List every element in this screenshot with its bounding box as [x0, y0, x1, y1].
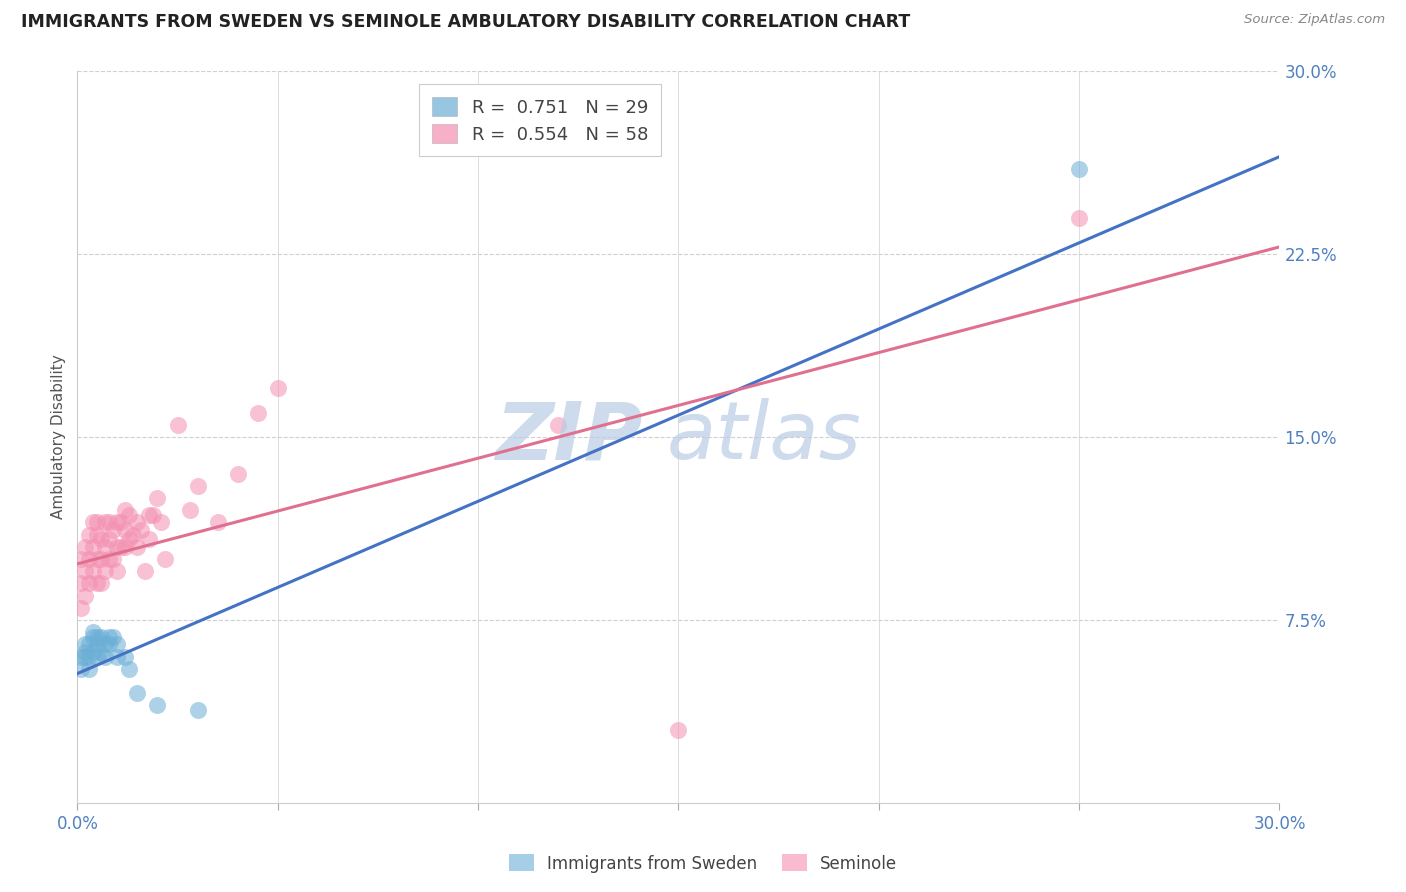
Point	[90, 576, 112, 591]
Point	[103, 552, 125, 566]
Point	[98, 552, 121, 566]
Point	[207, 516, 229, 530]
Point	[86, 649, 108, 664]
Point	[134, 564, 156, 578]
Point	[668, 723, 690, 737]
Point	[94, 649, 117, 664]
Point	[127, 540, 149, 554]
Point	[226, 467, 249, 481]
Point	[75, 589, 97, 603]
Point	[114, 540, 136, 554]
Point	[118, 533, 141, 547]
Legend: R =  0.751   N = 29, R =  0.554   N = 58: R = 0.751 N = 29, R = 0.554 N = 58	[419, 84, 661, 156]
Point	[82, 564, 104, 578]
Point	[79, 662, 101, 676]
Text: Source: ZipAtlas.com: Source: ZipAtlas.com	[1244, 13, 1385, 27]
Text: ZIP: ZIP	[495, 398, 643, 476]
Point	[146, 698, 169, 713]
Point	[267, 381, 290, 395]
Point	[82, 630, 104, 644]
Point	[98, 533, 121, 547]
Point	[186, 479, 209, 493]
Point	[1069, 161, 1091, 176]
Point	[150, 516, 173, 530]
Point	[79, 576, 101, 591]
Point	[79, 637, 101, 651]
Point	[86, 552, 108, 566]
Point	[82, 645, 104, 659]
Point	[82, 516, 104, 530]
Point	[90, 645, 112, 659]
Point	[107, 516, 129, 530]
Point	[75, 637, 97, 651]
Point	[146, 491, 169, 505]
Point	[118, 662, 141, 676]
Point	[114, 503, 136, 517]
Point	[110, 540, 132, 554]
Point	[86, 576, 108, 591]
Point	[155, 552, 177, 566]
Point	[179, 503, 201, 517]
Point	[138, 508, 160, 522]
Point	[107, 649, 129, 664]
Point	[79, 649, 101, 664]
Text: IMMIGRANTS FROM SWEDEN VS SEMINOLE AMBULATORY DISABILITY CORRELATION CHART: IMMIGRANTS FROM SWEDEN VS SEMINOLE AMBUL…	[21, 13, 910, 31]
Point	[75, 645, 97, 659]
Point	[131, 523, 153, 537]
Point	[246, 406, 269, 420]
Point	[70, 600, 93, 615]
Point	[103, 523, 125, 537]
Point	[79, 552, 101, 566]
Point	[82, 540, 104, 554]
Point	[127, 516, 149, 530]
Point	[98, 637, 121, 651]
Point	[138, 533, 160, 547]
Point	[70, 662, 93, 676]
Text: atlas: atlas	[666, 398, 860, 476]
Point	[86, 527, 108, 541]
Point	[107, 637, 129, 651]
Point	[547, 417, 569, 432]
Point	[114, 649, 136, 664]
Point	[86, 516, 108, 530]
Point	[94, 637, 117, 651]
Point	[82, 625, 104, 640]
Point	[127, 686, 149, 700]
Legend: Immigrants from Sweden, Seminole: Immigrants from Sweden, Seminole	[502, 847, 904, 880]
Point	[107, 564, 129, 578]
Point	[75, 649, 97, 664]
Point	[110, 516, 132, 530]
Point	[186, 703, 209, 717]
Point	[70, 552, 93, 566]
Point	[90, 533, 112, 547]
Point	[107, 540, 129, 554]
Point	[94, 564, 117, 578]
Point	[114, 523, 136, 537]
Point	[142, 508, 165, 522]
Y-axis label: Ambulatory Disability: Ambulatory Disability	[51, 355, 66, 519]
Point	[166, 417, 188, 432]
Point	[79, 527, 101, 541]
Point	[98, 630, 121, 644]
Point	[1069, 211, 1091, 225]
Point	[90, 552, 112, 566]
Point	[94, 540, 117, 554]
Point	[70, 576, 93, 591]
Point	[70, 649, 93, 664]
Point	[94, 516, 117, 530]
Point	[122, 527, 145, 541]
Point	[90, 630, 112, 644]
Point	[103, 630, 125, 644]
Point	[75, 540, 97, 554]
Point	[86, 630, 108, 644]
Point	[98, 516, 121, 530]
Point	[118, 508, 141, 522]
Point	[86, 637, 108, 651]
Point	[75, 564, 97, 578]
